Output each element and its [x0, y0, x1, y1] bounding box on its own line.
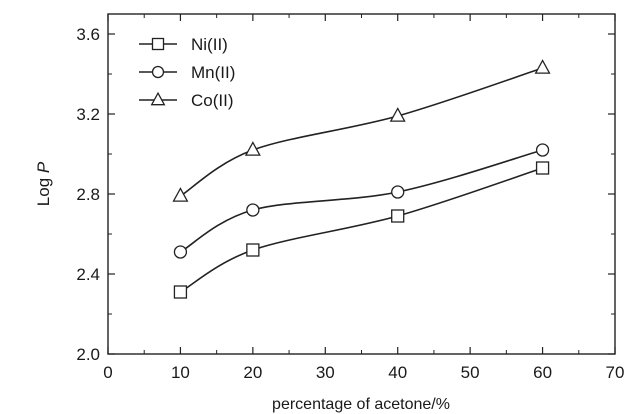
data-point-square — [535, 161, 550, 175]
legend-label: Co(II) — [191, 91, 234, 110]
data-point-square — [391, 209, 405, 223]
legend-marker-circle — [151, 65, 165, 79]
x-tick-label: 30 — [316, 363, 335, 382]
data-point-triangle — [172, 187, 189, 202]
tick-labels: 0 10 20 30 40 50 60 70 2.0 2.4 2.8 3.2 3.6 — [76, 25, 624, 382]
x-axis-label: percentage of acetone/% — [272, 396, 450, 413]
x-tick-label: 70 — [606, 363, 625, 382]
x-tick-label: 10 — [171, 363, 190, 382]
legend-marker-triangle — [150, 91, 166, 106]
data-point-triangle — [534, 59, 551, 74]
legend-label: Ni(II) — [191, 35, 228, 54]
data-point-square — [246, 243, 260, 257]
x-tick-label: 0 — [103, 363, 112, 382]
series-line — [179, 67, 543, 197]
legend-entry: Ni(II) — [139, 35, 228, 54]
y-axis-label: Log P — [34, 161, 53, 206]
series-line — [180, 149, 543, 253]
data-point-triangle — [244, 141, 261, 156]
x-tick-label: 40 — [388, 363, 407, 382]
series-square — [173, 161, 550, 299]
legend-entry: Mn(II) — [139, 63, 235, 82]
data-point-circle — [535, 143, 550, 157]
data-point-circle — [246, 203, 260, 217]
y-tick-label: 2.8 — [76, 185, 100, 204]
y-axis-label-variable: P — [34, 161, 53, 173]
plot-frame — [107, 13, 616, 355]
series-layer — [172, 59, 551, 299]
x-tick-label: 50 — [461, 363, 480, 382]
x-tick-label: 60 — [533, 363, 552, 382]
legend: Ni(II) Mn(II) Co(II) — [139, 35, 235, 110]
data-point-triangle — [389, 107, 406, 122]
series-line — [180, 167, 543, 293]
data-point-square — [173, 285, 188, 299]
y-tick-label: 2.0 — [76, 345, 100, 364]
series-circle — [173, 143, 550, 259]
data-point-circle — [173, 245, 188, 259]
series-triangle — [172, 59, 551, 202]
data-point-circle — [391, 185, 405, 199]
axis-ticks — [107, 14, 616, 355]
x-tick-label: 20 — [243, 363, 262, 382]
y-tick-label: 3.6 — [76, 25, 100, 44]
legend-entry: Co(II) — [139, 91, 234, 110]
y-tick-label: 2.4 — [76, 265, 100, 284]
y-axis-label-prefix: Log — [34, 173, 53, 206]
y-tick-label: 3.2 — [76, 105, 100, 124]
legend-marker-square — [151, 37, 165, 51]
legend-label: Mn(II) — [191, 63, 235, 82]
